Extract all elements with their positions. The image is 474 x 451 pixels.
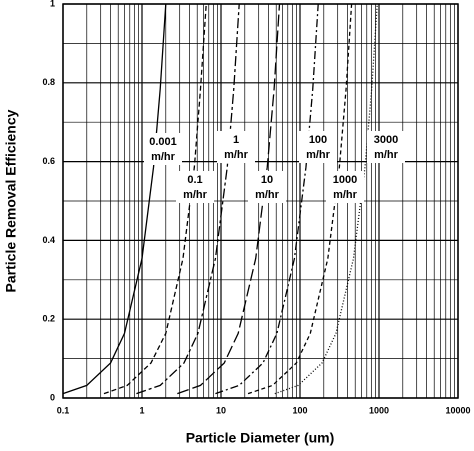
y-tick-label: 0.2 xyxy=(42,314,55,324)
label-bg xyxy=(248,171,286,203)
curve xyxy=(215,3,319,395)
y-axis-title: Particle Removal Efficiency xyxy=(3,109,19,292)
label-bg xyxy=(217,131,255,163)
label-bg xyxy=(299,131,337,163)
x-tick-label: 10000 xyxy=(445,405,470,415)
curve-label: 0.1 xyxy=(187,174,202,186)
curve xyxy=(274,3,378,395)
x-tick-label: 100 xyxy=(292,405,307,415)
curve xyxy=(247,3,353,395)
curve-label-unit: m/hr xyxy=(333,189,358,201)
curve-label-unit: m/hr xyxy=(306,149,331,161)
y-tick-label: 0.4 xyxy=(42,235,55,245)
curve-label-unit: m/hr xyxy=(374,149,399,161)
x-tick-label: 1000 xyxy=(369,405,389,415)
x-tick-label: 10 xyxy=(216,405,226,415)
curve-label: 100 xyxy=(309,134,327,146)
curve-label: 3000 xyxy=(374,134,398,146)
curve-label-unit: m/hr xyxy=(224,149,249,161)
curve-label-unit: m/hr xyxy=(151,151,176,163)
curve-label: 10 xyxy=(261,174,273,186)
curve-label: 1000 xyxy=(333,174,357,186)
x-tick-label: 1 xyxy=(139,405,144,415)
label-bg xyxy=(326,171,364,203)
curve xyxy=(62,3,167,395)
curve xyxy=(177,3,281,395)
y-tick-label: 0.6 xyxy=(42,156,55,166)
label-bg xyxy=(176,171,214,203)
curve-label-unit: m/hr xyxy=(183,189,208,201)
y-tick-label: 0.8 xyxy=(42,77,55,87)
curve-label: 0.001 xyxy=(149,136,177,148)
curve xyxy=(136,3,240,395)
y-tick-label: 0 xyxy=(50,392,55,402)
curve-label-unit: m/hr xyxy=(255,189,280,201)
y-tick-label: 1 xyxy=(50,0,55,8)
label-bg xyxy=(367,131,405,163)
plot-frame xyxy=(62,3,459,399)
x-axis-title: Particle Diameter (um) xyxy=(186,430,335,446)
curve xyxy=(103,3,207,395)
label-bg xyxy=(144,133,182,165)
x-tick-label: 0.1 xyxy=(57,405,70,415)
curve-label: 1 xyxy=(233,134,239,146)
